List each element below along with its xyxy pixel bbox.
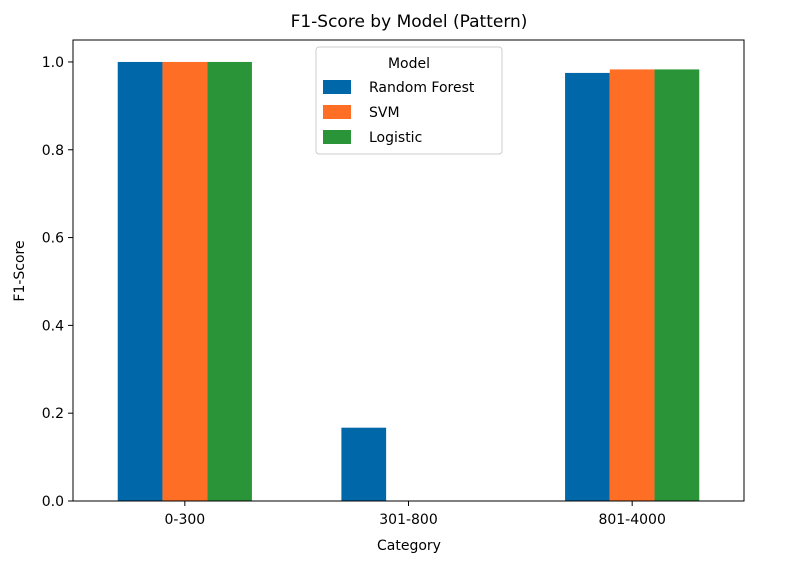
y-tick-label: 0.2 [42, 406, 64, 422]
y-tick-label: 0.0 [42, 494, 64, 510]
legend-title: Model [388, 56, 430, 72]
bar-random-forest-801-4000 [565, 72, 610, 501]
x-axis: 0-300 301-800 801-4000 [164, 501, 666, 528]
x-tick-label: 301-800 [379, 512, 438, 528]
legend-swatch-random-forest [323, 80, 351, 94]
legend-swatch-svm [323, 105, 351, 119]
legend-label-svm: SVM [369, 105, 400, 121]
y-tick-label: 0.8 [42, 143, 64, 159]
bars-group [117, 61, 700, 501]
x-tick-label: 0-300 [164, 512, 205, 528]
x-axis-label: Category [377, 538, 441, 554]
y-tick-label: 0.6 [42, 231, 64, 247]
legend-label-random-forest: Random Forest [369, 80, 475, 96]
bar-svm-0-300 [162, 61, 208, 501]
bar-logistic-801-4000 [654, 69, 700, 501]
chart-title: F1-Score by Model (Pattern) [291, 12, 528, 32]
bar-random-forest-301-800 [341, 427, 387, 501]
legend-box [315, 46, 503, 155]
y-axis-label: F1-Score [12, 240, 28, 301]
bar-svm-801-4000 [609, 69, 655, 501]
x-tick-label: 801-4000 [598, 512, 665, 528]
bar-logistic-0-300 [207, 61, 252, 501]
y-tick-label: 0.4 [42, 318, 64, 334]
y-axis: 0.0 0.2 0.4 0.6 0.8 1.0 [42, 55, 73, 510]
y-tick-label: 1.0 [42, 55, 64, 71]
legend: Model Random Forest SVM Logistic [315, 46, 503, 155]
legend-items: Random Forest SVM Logistic [323, 80, 475, 146]
legend-swatch-logistic [323, 130, 351, 144]
legend-label-logistic: Logistic [369, 130, 422, 146]
bar-random-forest-0-300 [117, 61, 163, 501]
